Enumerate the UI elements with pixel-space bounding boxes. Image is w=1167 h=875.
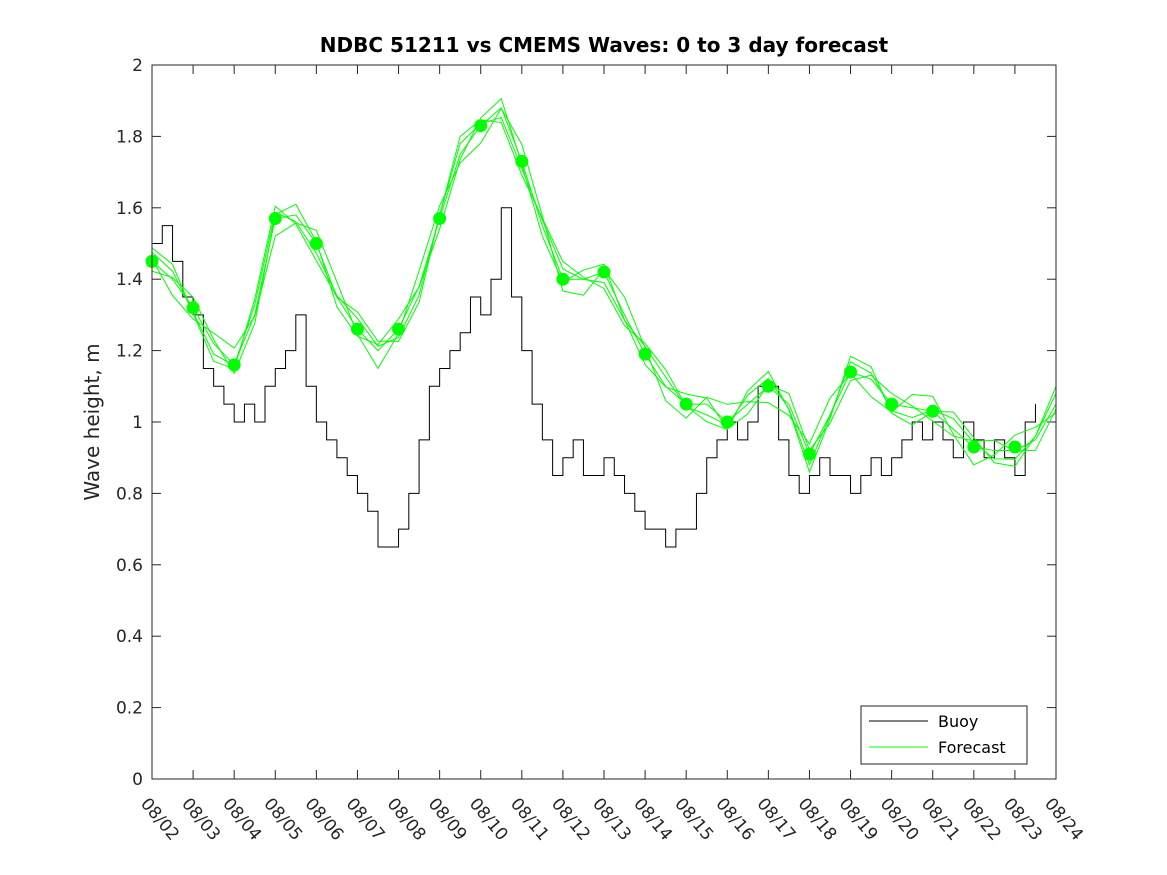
x-tick-label: 08/12	[547, 794, 594, 844]
x-tick-label: 08/13	[588, 794, 635, 844]
x-tick-label: 08/10	[465, 794, 512, 844]
y-tick-label: 1.2	[116, 342, 143, 362]
y-tick-label: 1.4	[116, 270, 143, 290]
forecast-marker	[844, 365, 858, 379]
x-tick-label: 08/14	[629, 794, 676, 844]
forecast-line	[151, 116, 1057, 467]
legend-forecast-label: Forecast	[938, 738, 1006, 757]
forecast-marker	[885, 397, 899, 411]
x-tick-label: 08/20	[876, 794, 923, 844]
x-tick-label: 08/04	[218, 794, 265, 844]
x-tick-label: 08/21	[917, 794, 964, 844]
forecast-markers	[145, 119, 1022, 461]
forecast-marker	[309, 237, 323, 250]
forecast-line	[151, 97, 1057, 452]
forecast-marker	[967, 440, 981, 454]
y-tick-label: 2	[132, 56, 143, 76]
x-tick-label: 08/09	[424, 794, 471, 844]
forecast-marker	[1008, 440, 1022, 454]
forecast-marker	[802, 447, 816, 461]
forecast-line	[151, 106, 1057, 456]
forecast-series	[151, 97, 1057, 474]
buoy-line	[152, 207, 1036, 548]
forecast-marker	[392, 322, 406, 336]
x-tick-label: 08/06	[301, 794, 348, 844]
x-tick-label: 08/23	[999, 794, 1046, 844]
x-tick-label: 08/05	[259, 794, 306, 844]
legend-box	[860, 705, 1028, 765]
x-tick-label: 08/11	[506, 794, 553, 844]
forecast-marker	[926, 404, 940, 418]
forecast-marker	[597, 265, 611, 279]
x-tick-label: 08/02	[136, 794, 183, 844]
x-tick-label: 08/16	[711, 794, 758, 844]
x-tick-label: 08/18	[794, 794, 841, 844]
x-tick-label: 08/22	[958, 794, 1005, 844]
x-tick-label: 08/03	[177, 794, 224, 844]
plot-area-frame	[151, 64, 1057, 780]
y-tick-label: 0	[132, 770, 143, 790]
x-tick-label: 08/08	[383, 794, 430, 844]
x-tick-label: 08/07	[342, 794, 389, 844]
y-tick-labels: 0 0.2 0.4 0.6 0.8 1 1.2 1.4 1.6 1.8 2	[116, 56, 143, 790]
legend-buoy-label: Buoy	[938, 712, 978, 731]
buoy-series	[152, 207, 1036, 548]
forecast-marker	[638, 347, 652, 361]
forecast-marker	[268, 212, 282, 226]
forecast-line	[151, 119, 1057, 474]
y-tick-label: 1.6	[116, 199, 143, 219]
y-axis-label: Wave height, m	[80, 343, 104, 500]
y-tick-label: 1.8	[116, 127, 143, 147]
forecast-marker	[227, 358, 241, 372]
forecast-marker	[350, 322, 364, 336]
y-tick-label: 0.4	[116, 627, 143, 647]
forecast-marker	[433, 212, 447, 226]
x-tick-label: 08/15	[670, 794, 717, 844]
forecast-marker	[474, 119, 488, 133]
x-tick-label: 08/17	[753, 794, 800, 844]
legend: Buoy Forecast	[860, 705, 1028, 765]
forecast-marker	[761, 379, 775, 393]
chart-title: NDBC 51211 vs CMEMS Waves: 0 to 3 day fo…	[320, 33, 889, 57]
x-tick-label: 08/19	[835, 794, 882, 844]
forecast-marker	[679, 397, 693, 411]
y-tick-label: 0.2	[116, 699, 143, 719]
forecast-marker	[556, 272, 570, 286]
forecast-marker	[186, 301, 200, 315]
x-tick-label: 08/24	[1040, 794, 1087, 844]
forecast-marker	[720, 415, 734, 429]
y-tick-label: 0.6	[116, 556, 143, 576]
forecast-marker	[515, 154, 529, 168]
y-tick-label: 1	[132, 413, 143, 433]
x-tick-labels: 08/0208/0308/0408/0508/0608/0708/0808/09…	[136, 794, 1087, 844]
y-tick-label: 0.8	[116, 484, 143, 504]
